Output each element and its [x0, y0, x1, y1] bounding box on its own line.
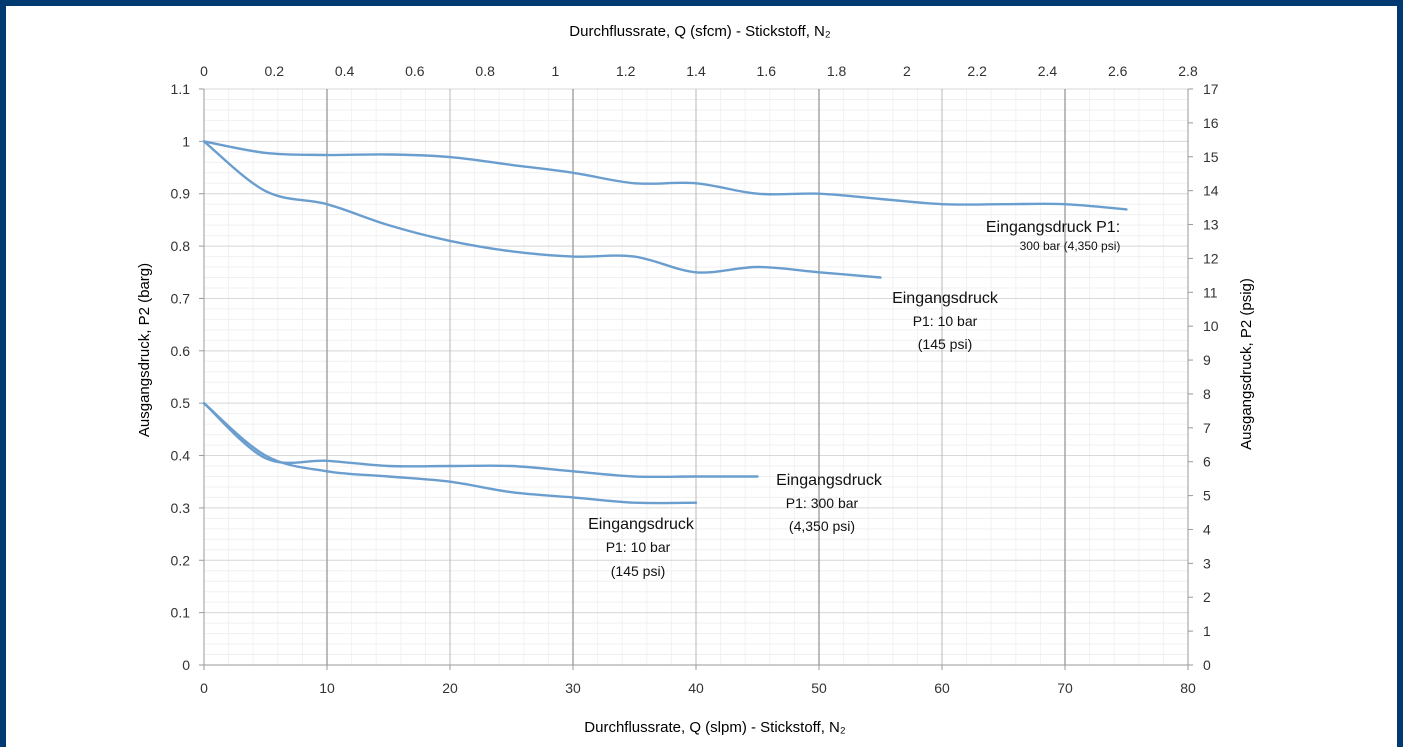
x-top-tick-label: 2.4 — [1038, 63, 1058, 79]
series-line-1 — [202, 140, 1128, 211]
x-axis-bottom-title: Durchflussrate, Q (slpm) - Stickstoff, N… — [584, 719, 846, 736]
y-right-tick-label: 9 — [1203, 352, 1211, 368]
y-right-tick-label: 2 — [1203, 589, 1211, 605]
annotation-series-1-line-1: Eingangsdruck P1: — [986, 219, 1120, 236]
y-right-tick-label: 8 — [1203, 386, 1211, 402]
y-right-tick-label: 11 — [1203, 284, 1218, 300]
x-bottom-tick-label: 50 — [811, 680, 827, 696]
x-top-tick-label: 2 — [903, 63, 911, 79]
axes — [199, 88, 1193, 670]
x-bottom-tick-label: 40 — [688, 680, 704, 696]
y-right-tick-label: 6 — [1203, 454, 1211, 470]
y-left-tick-label: 1.1 — [171, 81, 191, 97]
x-top-tick-label: 2.8 — [1178, 63, 1198, 79]
annotation-series-2-line-2: P1: 10 bar — [913, 313, 978, 329]
y-right-tick-label: 15 — [1203, 149, 1219, 165]
x-top-tick-label: 1 — [552, 63, 560, 79]
y-left-tick-label: 0.6 — [171, 343, 191, 359]
series-line-2 — [202, 140, 882, 279]
x-top-tick-label: 1.2 — [616, 63, 636, 79]
x-top-tick-label: 0.2 — [265, 63, 285, 79]
y-left-tick-label: 0.1 — [171, 605, 191, 621]
x-bottom-tick-label: 20 — [442, 680, 458, 696]
x-top-tick-label: 0.8 — [475, 63, 495, 79]
y-axis-left-title: Ausgangsdruck, P2 (barg) — [136, 263, 153, 437]
annotation-series-4-line-1: Eingangsdruck — [588, 516, 695, 533]
x-axis-top-title: Durchflussrate, Q (sfcm) - Stickstoff, N… — [569, 23, 831, 40]
y-right-tick-label: 13 — [1203, 217, 1219, 233]
x-top-tick-label: 0 — [200, 63, 208, 79]
y-right-tick-label: 5 — [1203, 488, 1211, 504]
x-bottom-tick-label: 30 — [565, 680, 581, 696]
y-right-tick-label: 0 — [1203, 657, 1211, 673]
y-left-tick-label: 1 — [182, 133, 190, 149]
x-bottom-tick-label: 0 — [200, 680, 208, 696]
x-top-tick-label: 0.6 — [405, 63, 425, 79]
annotation-series-3-line-3: (4,350 psi) — [789, 518, 855, 534]
y-right-tick-label: 7 — [1203, 420, 1211, 436]
y-left-tick-label: 0 — [182, 657, 190, 673]
y-right-tick-label: 1 — [1203, 623, 1211, 639]
y-left-tick-label: 0.2 — [171, 552, 191, 568]
y-right-tick-label: 16 — [1203, 115, 1219, 131]
x-top-tick-label: 1.6 — [757, 63, 777, 79]
y-right-tick-label: 4 — [1203, 521, 1211, 537]
x-bottom-tick-label: 10 — [319, 680, 335, 696]
flow-pressure-chart: 0 10 20 30 40 50 60 70 800 0.2 0.4 0.6 0.8 1 1.2 1.4 1.6… — [136, 23, 1255, 736]
y-left-tick-label: 0.3 — [171, 500, 191, 516]
annotation-series-2-line-1: Eingangsdruck — [892, 290, 999, 307]
y-left-tick-label: 0.7 — [171, 290, 191, 306]
x-bottom-tick-label: 60 — [934, 680, 950, 696]
y-right-tick-label: 12 — [1203, 250, 1219, 266]
chart-frame: 0 10 20 30 40 50 60 70 80 0 0.2 0.4 0.6 0.8 1 1.2 1.4 1.6… — [6, 6, 1397, 747]
x-top-tick-label: 0.4 — [335, 63, 355, 79]
x-top-tick-label: 2.2 — [967, 63, 987, 79]
y-right-tick-label: 14 — [1203, 183, 1219, 199]
y-left-tick-label: 0.5 — [171, 395, 191, 411]
x-bottom-tick-label: 70 — [1057, 680, 1073, 696]
y-left-tick-label: 0.9 — [171, 186, 191, 202]
y-left-tick-label: 0.8 — [171, 238, 191, 254]
grid — [204, 88, 1189, 666]
annotation-series-2-line-3: (145 psi) — [918, 336, 972, 352]
x-top-tick-label: 1.4 — [686, 63, 706, 79]
y-right-tick-label: 3 — [1203, 555, 1211, 571]
y-left-tick-label: 0.4 — [171, 448, 191, 464]
tick-labels: 0 10 20 30 40 50 60 70 800 0.2 0.4 0.6 0.8 1 1.2 1.4 1.6… — [171, 63, 1219, 696]
x-top-tick-label: 2.6 — [1108, 63, 1128, 79]
x-top-tick-label: 1.8 — [827, 63, 847, 79]
series-lines — [202, 140, 1128, 505]
y-right-tick-label: 17 — [1203, 81, 1219, 97]
y-right-tick-label: 10 — [1203, 318, 1219, 334]
annotation-series-1-line-2: 300 bar (4,350 psi) — [1020, 239, 1121, 253]
x-bottom-tick-label: 80 — [1180, 680, 1196, 696]
series-line-4 — [202, 402, 698, 505]
annotation-series-3-line-2: P1: 300 bar — [786, 495, 859, 511]
annotation-series-3-line-1: Eingangsdruck — [776, 472, 883, 489]
annotation-series-4-line-2: P1: 10 bar — [606, 539, 671, 555]
y-axis-right-title: Ausgangsdruck, P2 (psig) — [1238, 278, 1255, 450]
annotation-series-4-line-3: (145 psi) — [611, 563, 665, 579]
